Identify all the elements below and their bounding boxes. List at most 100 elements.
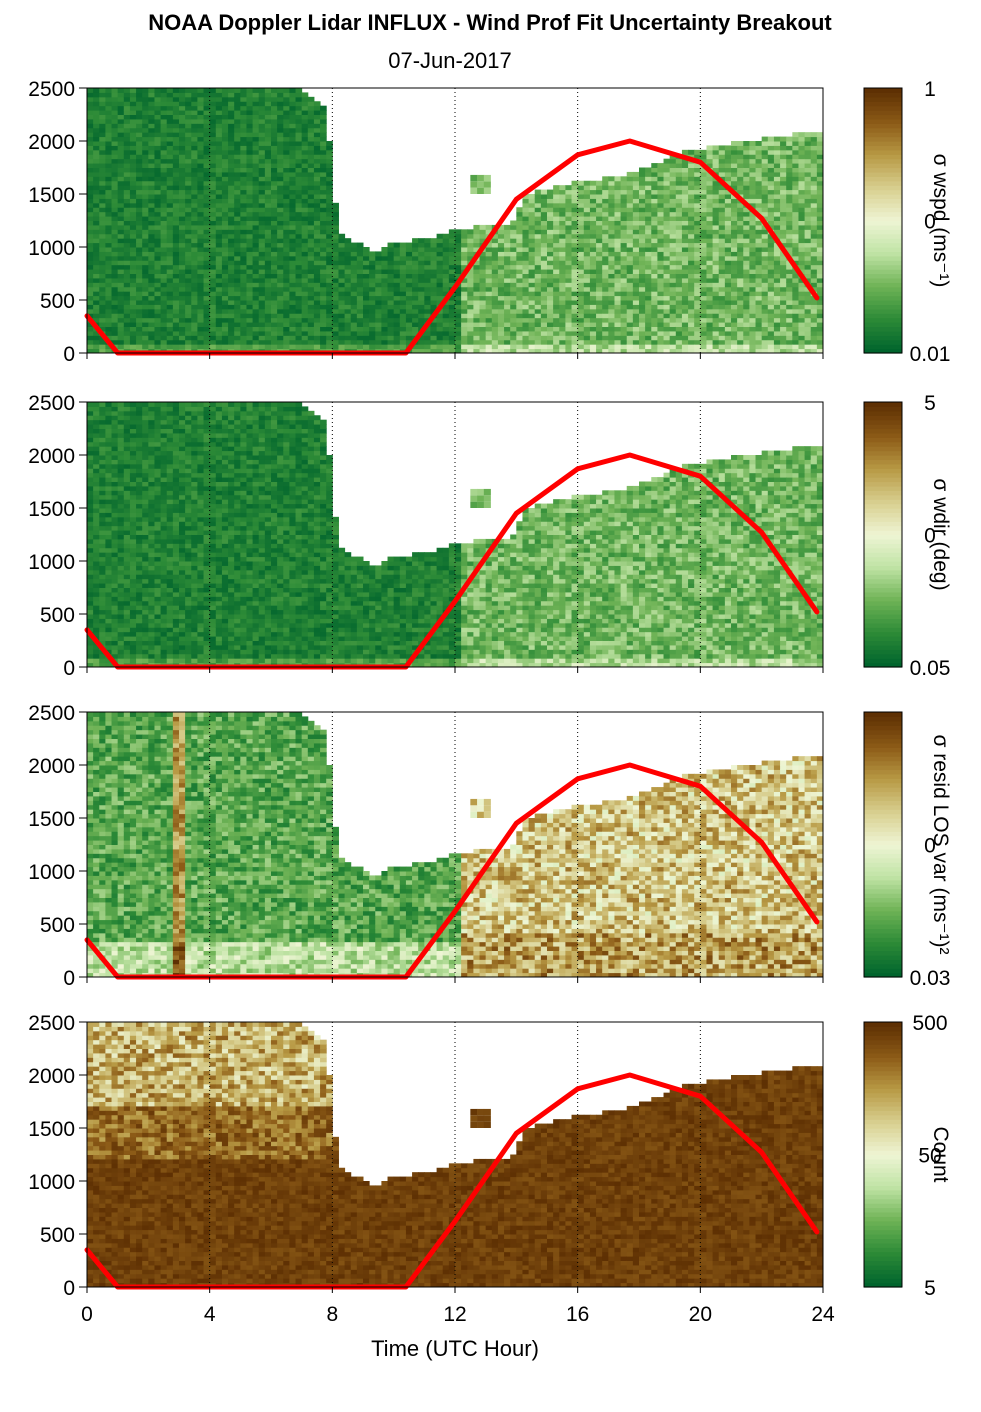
heatmap-cell <box>467 247 474 252</box>
heatmap-cell <box>449 331 456 336</box>
heatmap-cell <box>455 296 462 301</box>
heatmap-cell <box>112 168 119 173</box>
heatmap-cell <box>228 247 235 252</box>
heatmap-cell <box>363 318 370 323</box>
heatmap-cell <box>154 88 161 93</box>
heatmap-cell <box>737 256 744 261</box>
heatmap-cell <box>541 269 548 274</box>
heatmap-cell <box>590 251 597 256</box>
heatmap-cell <box>320 221 327 226</box>
heatmap-cell <box>259 207 266 212</box>
heatmap-cell <box>228 181 235 186</box>
heatmap-cell <box>124 322 131 327</box>
heatmap-cell <box>670 181 677 186</box>
heatmap-cell <box>265 309 272 314</box>
heatmap-cell <box>369 313 376 318</box>
heatmap-cell <box>124 97 131 102</box>
heatmap-cell <box>676 247 683 252</box>
heatmap-cell <box>93 243 100 248</box>
heatmap-cell <box>246 101 253 106</box>
heatmap-cell <box>492 274 499 279</box>
heatmap-cell <box>676 335 683 340</box>
heatmap-cell <box>216 176 223 181</box>
heatmap-cell <box>504 269 511 274</box>
heatmap-cell <box>725 296 732 301</box>
heatmap-cell <box>498 251 505 256</box>
heatmap-cell <box>455 243 462 248</box>
heatmap-cell <box>265 106 272 111</box>
heatmap-cell <box>105 256 112 261</box>
heatmap-cell <box>228 296 235 301</box>
heatmap-cell <box>768 327 775 332</box>
heatmap-cell <box>412 274 419 279</box>
heatmap-cell <box>302 203 309 208</box>
heatmap-cell <box>467 304 474 309</box>
heatmap-cell <box>670 225 677 230</box>
heatmap-cell <box>216 141 223 146</box>
heatmap-cell <box>357 265 364 270</box>
heatmap-cell <box>271 168 278 173</box>
heatmap-cell <box>608 190 615 195</box>
heatmap-cell <box>627 194 634 199</box>
heatmap-cell <box>633 203 640 208</box>
heatmap-cell <box>265 123 272 128</box>
heatmap-cell <box>154 92 161 97</box>
heatmap-cell <box>731 150 738 155</box>
heatmap-cell <box>480 313 487 318</box>
heatmap-cell <box>670 194 677 199</box>
heatmap-cell <box>657 247 664 252</box>
heatmap-cell <box>731 238 738 243</box>
heatmap-cell <box>296 123 303 128</box>
heatmap-cell <box>191 190 198 195</box>
heatmap-cell <box>749 327 756 332</box>
heatmap-cell <box>240 154 247 159</box>
heatmap-cell <box>516 238 523 243</box>
heatmap-cell <box>645 287 652 292</box>
heatmap-cell <box>204 229 211 234</box>
heatmap-cell <box>265 176 272 181</box>
heatmap-cell <box>191 287 198 292</box>
heatmap-cell <box>400 287 407 292</box>
heatmap-cell <box>535 198 542 203</box>
heatmap-cell <box>664 216 671 221</box>
heatmap-cell <box>608 335 615 340</box>
heatmap-cell <box>627 322 634 327</box>
heatmap-cell <box>130 278 137 283</box>
heatmap-cell <box>142 265 149 270</box>
heatmap-cell <box>277 119 284 124</box>
heatmap-cell <box>651 265 658 270</box>
heatmap-cell <box>682 287 689 292</box>
heatmap-cell <box>308 304 315 309</box>
heatmap-cell <box>657 296 664 301</box>
heatmap-cell <box>124 141 131 146</box>
heatmap-cell <box>664 296 671 301</box>
heatmap-cell <box>308 132 315 137</box>
heatmap-cell <box>375 260 382 265</box>
heatmap-cell <box>259 265 266 270</box>
heatmap-cell <box>682 291 689 296</box>
heatmap-cell <box>400 278 407 283</box>
heatmap-cell <box>522 243 529 248</box>
heatmap-cell <box>253 322 260 327</box>
heatmap-cell <box>627 181 634 186</box>
heatmap-cell <box>93 137 100 142</box>
heatmap-cell <box>565 243 572 248</box>
heatmap-cell <box>369 344 376 349</box>
heatmap-cell <box>461 243 468 248</box>
heatmap-cell <box>154 163 161 168</box>
heatmap-cell <box>289 115 296 120</box>
heatmap-cell <box>253 225 260 230</box>
heatmap-cell <box>234 291 241 296</box>
heatmap-cell <box>676 251 683 256</box>
heatmap-cell <box>99 265 106 270</box>
heatmap-cell <box>602 176 609 181</box>
heatmap-cell <box>289 327 296 332</box>
heatmap-cell <box>338 278 345 283</box>
heatmap-cell <box>289 304 296 309</box>
heatmap-cell <box>112 190 119 195</box>
heatmap-cell <box>645 313 652 318</box>
heatmap-cell <box>541 260 548 265</box>
heatmap-cell <box>584 282 591 287</box>
heatmap-cell <box>320 123 327 128</box>
